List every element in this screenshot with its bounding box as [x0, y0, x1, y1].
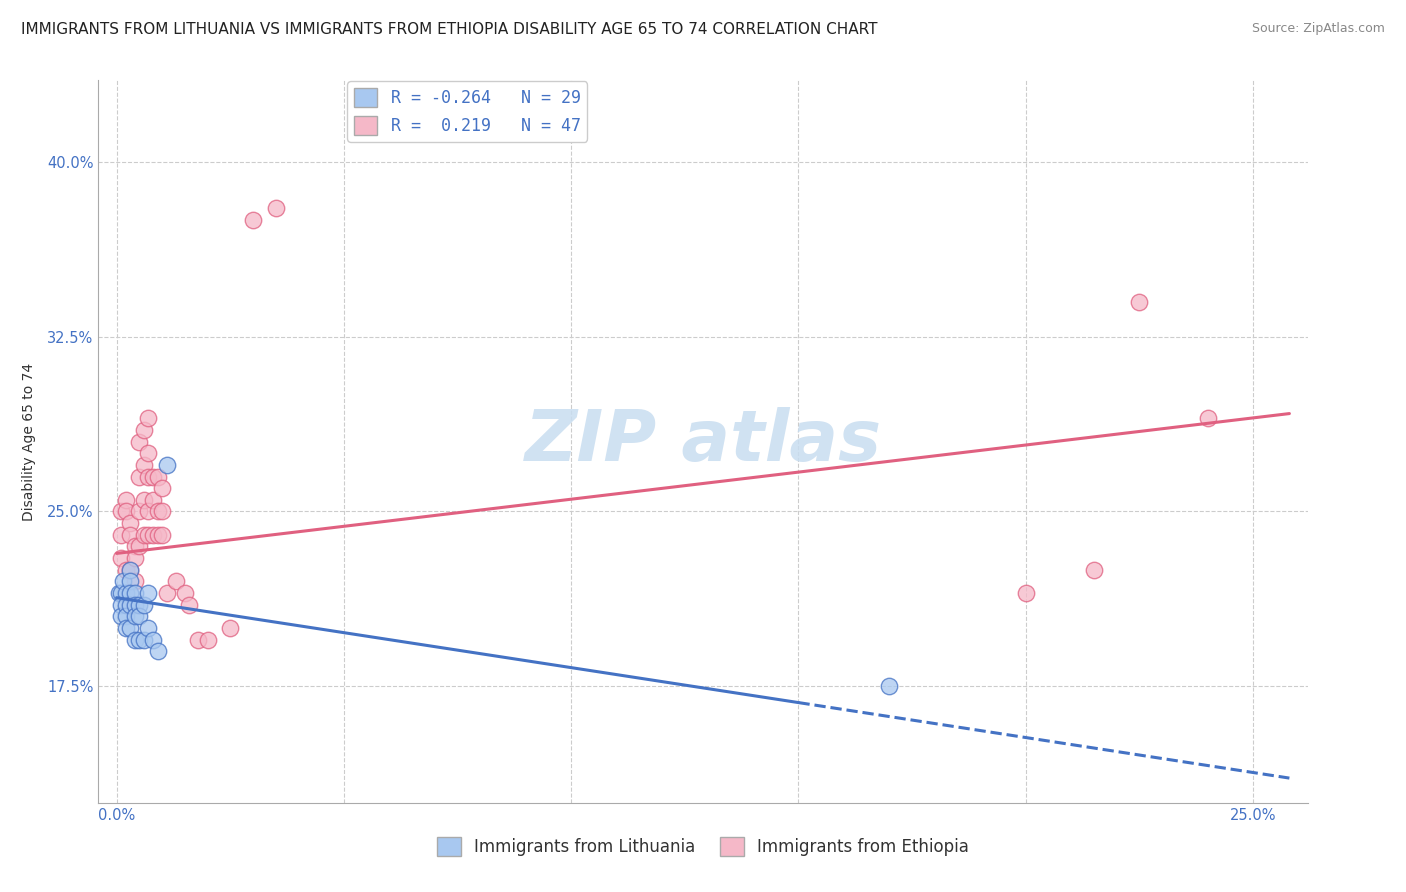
Point: [138, 469, 160, 483]
Point: [142, 469, 165, 483]
Point: [114, 586, 136, 600]
Point: [187, 632, 209, 647]
Point: [138, 528, 160, 542]
Point: [179, 598, 201, 612]
Point: [132, 423, 155, 437]
Point: [155, 586, 177, 600]
Point: [120, 516, 142, 530]
Point: [110, 609, 132, 624]
Point: [124, 609, 146, 624]
Point: [146, 469, 169, 483]
Point: [128, 434, 150, 449]
Point: [219, 621, 242, 635]
Point: [114, 609, 136, 624]
Point: [138, 586, 160, 600]
Point: [150, 504, 173, 518]
Point: [124, 540, 146, 554]
Point: [132, 492, 155, 507]
Point: [146, 644, 169, 658]
Point: [132, 458, 155, 472]
Point: [120, 563, 142, 577]
Point: [142, 492, 165, 507]
Point: [110, 598, 132, 612]
Point: [197, 632, 219, 647]
Point: [128, 598, 150, 612]
Point: [120, 621, 142, 635]
Point: [264, 202, 287, 216]
Text: IMMIGRANTS FROM LITHUANIA VS IMMIGRANTS FROM ETHIOPIA DISABILITY AGE 65 TO 74 CO: IMMIGRANTS FROM LITHUANIA VS IMMIGRANTS …: [21, 22, 877, 37]
Point: [138, 446, 160, 460]
Point: [108, 586, 131, 600]
Point: [110, 504, 132, 518]
Point: [124, 632, 146, 647]
Point: [146, 504, 169, 518]
Point: [1128, 294, 1150, 309]
Point: [138, 504, 160, 518]
Point: [124, 586, 146, 600]
Point: [120, 574, 142, 589]
Y-axis label: Disability Age 65 to 74: Disability Age 65 to 74: [22, 362, 37, 521]
Point: [1197, 411, 1219, 425]
Point: [112, 574, 135, 589]
Point: [132, 598, 155, 612]
Point: [128, 540, 150, 554]
Text: Source: ZipAtlas.com: Source: ZipAtlas.com: [1251, 22, 1385, 36]
Point: [120, 598, 142, 612]
Point: [114, 563, 136, 577]
Point: [155, 458, 177, 472]
Point: [138, 621, 160, 635]
Point: [110, 528, 132, 542]
Point: [146, 528, 169, 542]
Point: [110, 586, 132, 600]
Point: [120, 563, 142, 577]
Point: [128, 609, 150, 624]
Text: ZIP atlas: ZIP atlas: [524, 407, 882, 476]
Point: [165, 574, 187, 589]
Point: [124, 551, 146, 566]
Point: [150, 528, 173, 542]
Point: [128, 469, 150, 483]
Point: [132, 632, 155, 647]
Point: [128, 504, 150, 518]
Point: [124, 598, 146, 612]
Point: [120, 528, 142, 542]
Point: [150, 481, 173, 495]
Legend: Immigrants from Lithuania, Immigrants from Ethiopia: Immigrants from Lithuania, Immigrants fr…: [430, 830, 976, 863]
Point: [879, 679, 901, 693]
Point: [124, 574, 146, 589]
Point: [138, 411, 160, 425]
Point: [128, 632, 150, 647]
Point: [132, 528, 155, 542]
Point: [1083, 563, 1105, 577]
Point: [120, 586, 142, 600]
Point: [114, 621, 136, 635]
Point: [173, 586, 195, 600]
Point: [1015, 586, 1038, 600]
Point: [142, 632, 165, 647]
Point: [114, 598, 136, 612]
Point: [110, 551, 132, 566]
Point: [242, 213, 264, 227]
Point: [142, 528, 165, 542]
Point: [114, 504, 136, 518]
Point: [114, 492, 136, 507]
